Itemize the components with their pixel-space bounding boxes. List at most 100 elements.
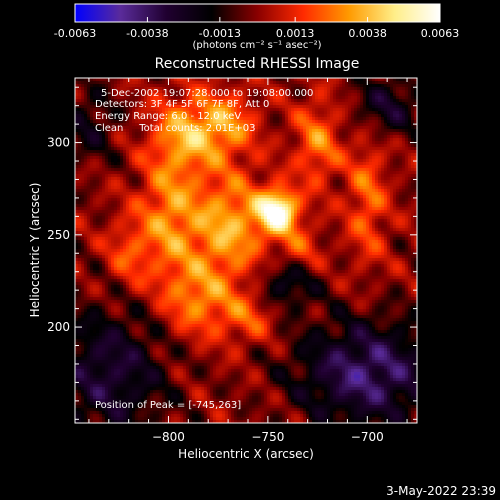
heatmap-cell xyxy=(240,204,244,208)
heatmap-cell xyxy=(168,126,172,130)
heatmap-cell xyxy=(408,117,412,121)
heatmap-cell xyxy=(333,141,337,145)
heatmap-cell xyxy=(312,159,316,163)
heatmap-cell xyxy=(144,156,148,160)
heatmap-cell xyxy=(294,147,298,151)
heatmap-cell xyxy=(114,123,118,127)
heatmap-cell xyxy=(87,177,91,181)
heatmap-cell xyxy=(348,123,352,127)
heatmap-cell xyxy=(309,93,313,97)
heatmap-cell xyxy=(213,96,217,100)
heatmap-cell xyxy=(306,192,310,196)
heatmap-cell xyxy=(324,201,328,205)
heatmap-cell xyxy=(138,141,142,145)
heatmap-cell xyxy=(270,108,274,112)
heatmap-cell xyxy=(360,81,364,85)
heatmap-cell xyxy=(336,102,340,106)
heatmap-cell xyxy=(309,132,313,136)
heatmap-cell xyxy=(144,174,148,178)
heatmap-cell xyxy=(189,195,193,199)
heatmap-cell xyxy=(414,156,418,160)
heatmap-cell xyxy=(129,168,133,172)
heatmap-cell xyxy=(294,144,298,148)
heatmap-cell xyxy=(225,198,229,202)
heatmap-cell xyxy=(108,183,112,187)
heatmap-cell xyxy=(270,204,274,208)
heatmap-cell xyxy=(366,108,370,112)
heatmap-cell xyxy=(324,105,328,109)
heatmap-cell xyxy=(189,171,193,175)
heatmap-cell xyxy=(147,102,151,106)
heatmap-cell xyxy=(96,201,100,205)
heatmap-cell xyxy=(207,162,211,166)
heatmap-cell xyxy=(135,87,139,91)
heatmap-cell xyxy=(369,135,373,139)
heatmap-cell xyxy=(402,132,406,136)
heatmap-cell xyxy=(369,147,373,151)
heatmap-cell xyxy=(168,123,172,127)
heatmap-cell xyxy=(393,141,397,145)
heatmap-cell xyxy=(75,129,79,133)
heatmap-cell xyxy=(306,138,310,142)
heatmap-cell xyxy=(279,159,283,163)
heatmap-cell xyxy=(216,189,220,193)
heatmap-cell xyxy=(228,90,232,94)
heatmap-cell xyxy=(162,129,166,133)
heatmap-cell xyxy=(345,162,349,166)
heatmap-cell xyxy=(135,165,139,169)
heatmap-cell xyxy=(351,159,355,163)
heatmap-cell xyxy=(276,129,280,133)
heatmap-cell xyxy=(303,132,307,136)
heatmap-cell xyxy=(222,153,226,157)
heatmap-cell xyxy=(318,84,322,88)
heatmap-cell xyxy=(351,102,355,106)
heatmap-cell xyxy=(108,153,112,157)
heatmap-cell xyxy=(345,201,349,205)
heatmap-cell xyxy=(99,183,103,187)
heatmap-cell xyxy=(237,90,241,94)
heatmap-cell xyxy=(153,87,157,91)
heatmap-cell xyxy=(120,84,124,88)
heatmap-cell xyxy=(273,192,277,196)
heatmap-cell xyxy=(90,171,94,175)
heatmap-cell xyxy=(135,141,139,145)
heatmap-cell xyxy=(135,120,139,124)
heatmap-cell xyxy=(141,177,145,181)
heatmap-cell xyxy=(273,159,277,163)
heatmap-cell xyxy=(219,120,223,124)
heatmap-cell xyxy=(102,117,106,121)
heatmap-cell xyxy=(153,156,157,160)
heatmap-cell xyxy=(276,96,280,100)
heatmap-cell xyxy=(297,147,301,151)
heatmap-cell xyxy=(141,156,145,160)
heatmap-cell xyxy=(198,150,202,154)
heatmap-cell xyxy=(279,117,283,121)
heatmap-cell xyxy=(375,93,379,97)
heatmap-cell xyxy=(102,93,106,97)
heatmap-cell xyxy=(147,204,151,208)
heatmap-cell xyxy=(87,156,91,160)
heatmap-cell xyxy=(402,156,406,160)
heatmap-cell xyxy=(165,78,169,82)
heatmap-cell xyxy=(369,168,373,172)
heatmap-cell xyxy=(393,87,397,91)
heatmap-cell xyxy=(159,78,163,82)
heatmap-cell xyxy=(372,198,376,202)
heatmap-cell xyxy=(345,123,349,127)
heatmap-cell xyxy=(93,147,97,151)
heatmap-cell xyxy=(399,174,403,178)
heatmap-cell xyxy=(216,108,220,112)
heatmap-cell xyxy=(171,78,175,82)
heatmap-cell xyxy=(87,105,91,109)
heatmap-cell xyxy=(114,99,118,103)
heatmap-cell xyxy=(159,96,163,100)
heatmap-cell xyxy=(267,129,271,133)
heatmap-cell xyxy=(183,171,187,175)
heatmap-cell xyxy=(363,87,367,91)
heatmap-cell xyxy=(240,180,244,184)
heatmap-cell xyxy=(150,126,154,130)
heatmap-cell xyxy=(99,153,103,157)
heatmap-cell xyxy=(264,102,268,106)
heatmap-cell xyxy=(297,96,301,100)
heatmap-cell xyxy=(84,105,88,109)
